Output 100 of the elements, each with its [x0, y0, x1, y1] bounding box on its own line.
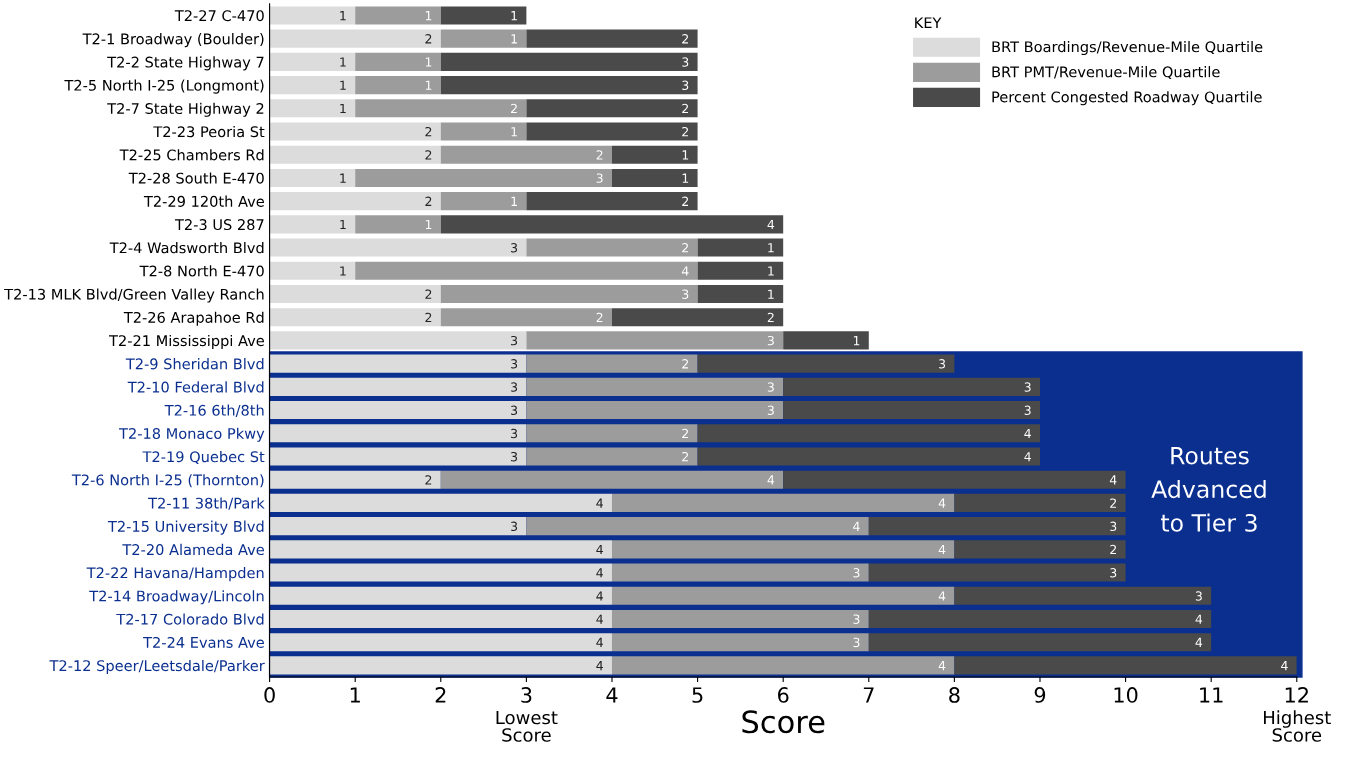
data-label: 1	[340, 80, 346, 90]
bar	[269, 76, 356, 95]
x-tick-label: 2	[435, 687, 446, 703]
data-label: 3	[511, 405, 518, 415]
data-label: 2	[682, 243, 688, 253]
data-label: 2	[682, 196, 688, 206]
bar	[269, 401, 527, 420]
data-label: 4	[1281, 661, 1288, 671]
bar	[697, 447, 1040, 466]
data-label: 3	[682, 80, 689, 90]
data-label: 4	[1195, 614, 1203, 624]
data-label: 2	[511, 103, 517, 114]
data-label: 1	[682, 173, 689, 183]
data-label: 3	[511, 428, 518, 439]
data-label: 1	[768, 243, 774, 253]
bar	[355, 168, 612, 187]
data-label: 1	[768, 289, 774, 299]
bar	[269, 168, 356, 187]
x-tick-label: 7	[863, 687, 874, 703]
data-label: 4	[1195, 637, 1203, 647]
bar	[269, 52, 356, 71]
bar	[954, 586, 1212, 605]
y-tick-label: T2-10 Federal Blvd	[127, 381, 264, 393]
data-label: 4	[596, 498, 603, 508]
y-tick-label: T2-23 Peoria St	[153, 125, 265, 138]
y-tick-label: T2-6 North I-25 (Thornton)	[71, 474, 264, 488]
bar	[783, 470, 1126, 489]
bar	[355, 261, 698, 280]
bar	[697, 284, 784, 304]
bar	[269, 122, 441, 141]
data-label: 3	[511, 243, 518, 253]
data-label: 2	[682, 359, 688, 369]
bar	[526, 29, 698, 48]
y-tick-label: T2-13 MLK Blvd/Green Valley Ranch	[4, 288, 264, 303]
y-tick-label: T2-24 Evans Ave	[143, 636, 264, 648]
y-tick-label: T2-1 Broadway (Boulder)	[82, 33, 264, 48]
data-label: 1	[340, 57, 346, 67]
bar	[868, 609, 1212, 629]
data-label: 3	[939, 359, 946, 369]
bar	[269, 609, 612, 629]
data-label: 4	[1024, 428, 1031, 439]
bar	[269, 308, 441, 327]
data-label: 1	[425, 11, 432, 21]
x-tick-label: 0	[264, 687, 275, 703]
y-tick-label: T2-7 State Highway 2	[107, 102, 264, 117]
data-label: 4	[938, 591, 946, 601]
data-label: 3	[853, 568, 860, 578]
bar	[954, 540, 1126, 559]
y-tick-label: T2-20 Alameda Ave	[122, 543, 264, 556]
bar	[783, 377, 1040, 396]
y-tick-label: T2-3 US 287	[174, 219, 264, 231]
data-label: 1	[425, 219, 432, 230]
x-tick-label: 6	[778, 687, 789, 703]
bar	[355, 99, 527, 118]
data-label: 4	[938, 661, 946, 671]
bar	[526, 401, 784, 420]
y-tick-label: T2-2 State Highway 7	[107, 56, 264, 71]
data-label: 4	[681, 266, 689, 276]
data-label: 3	[853, 614, 860, 624]
data-label: 3	[511, 335, 518, 346]
bar	[611, 609, 869, 629]
bar	[526, 122, 698, 141]
x-tick-label: 9	[1034, 687, 1046, 703]
bar	[526, 238, 698, 257]
legend-title: KEY	[915, 17, 942, 29]
bar	[611, 563, 869, 582]
bar	[611, 633, 869, 652]
bar	[526, 192, 698, 211]
data-label: 4	[767, 475, 775, 485]
x-tick-label: 1	[350, 687, 360, 703]
data-label: 2	[1110, 544, 1116, 555]
bar	[440, 6, 527, 25]
data-label: 1	[340, 266, 346, 276]
x-tick-label: 3	[521, 687, 532, 703]
x-tick-label: 12	[1285, 687, 1308, 703]
data-label: 2	[425, 150, 432, 160]
bar	[269, 540, 612, 559]
data-label: 1	[425, 80, 432, 90]
bar	[611, 308, 784, 327]
y-tick-label: T2-12 Speer/Leetsdale/Parker	[49, 659, 265, 674]
data-label: 3	[511, 451, 518, 462]
data-label: 4	[853, 521, 860, 531]
x-tick-label: 10	[1114, 687, 1138, 703]
bar	[440, 52, 698, 71]
data-label: 2	[596, 150, 603, 160]
bar	[868, 563, 1126, 582]
data-label: 2	[682, 428, 688, 439]
bar	[269, 238, 527, 257]
bar	[697, 238, 784, 257]
data-label: 1	[511, 11, 517, 21]
bar	[269, 424, 527, 443]
y-tick-label: T2-4 Wadsworth Blvd	[109, 242, 264, 254]
bar	[526, 377, 784, 396]
bar	[868, 633, 1212, 652]
bar	[269, 470, 441, 489]
data-label: 2	[425, 34, 432, 44]
data-label: 1	[340, 219, 346, 230]
x-tick-label: 11	[1200, 687, 1223, 703]
bar	[440, 122, 527, 141]
data-label: 1	[853, 336, 860, 346]
